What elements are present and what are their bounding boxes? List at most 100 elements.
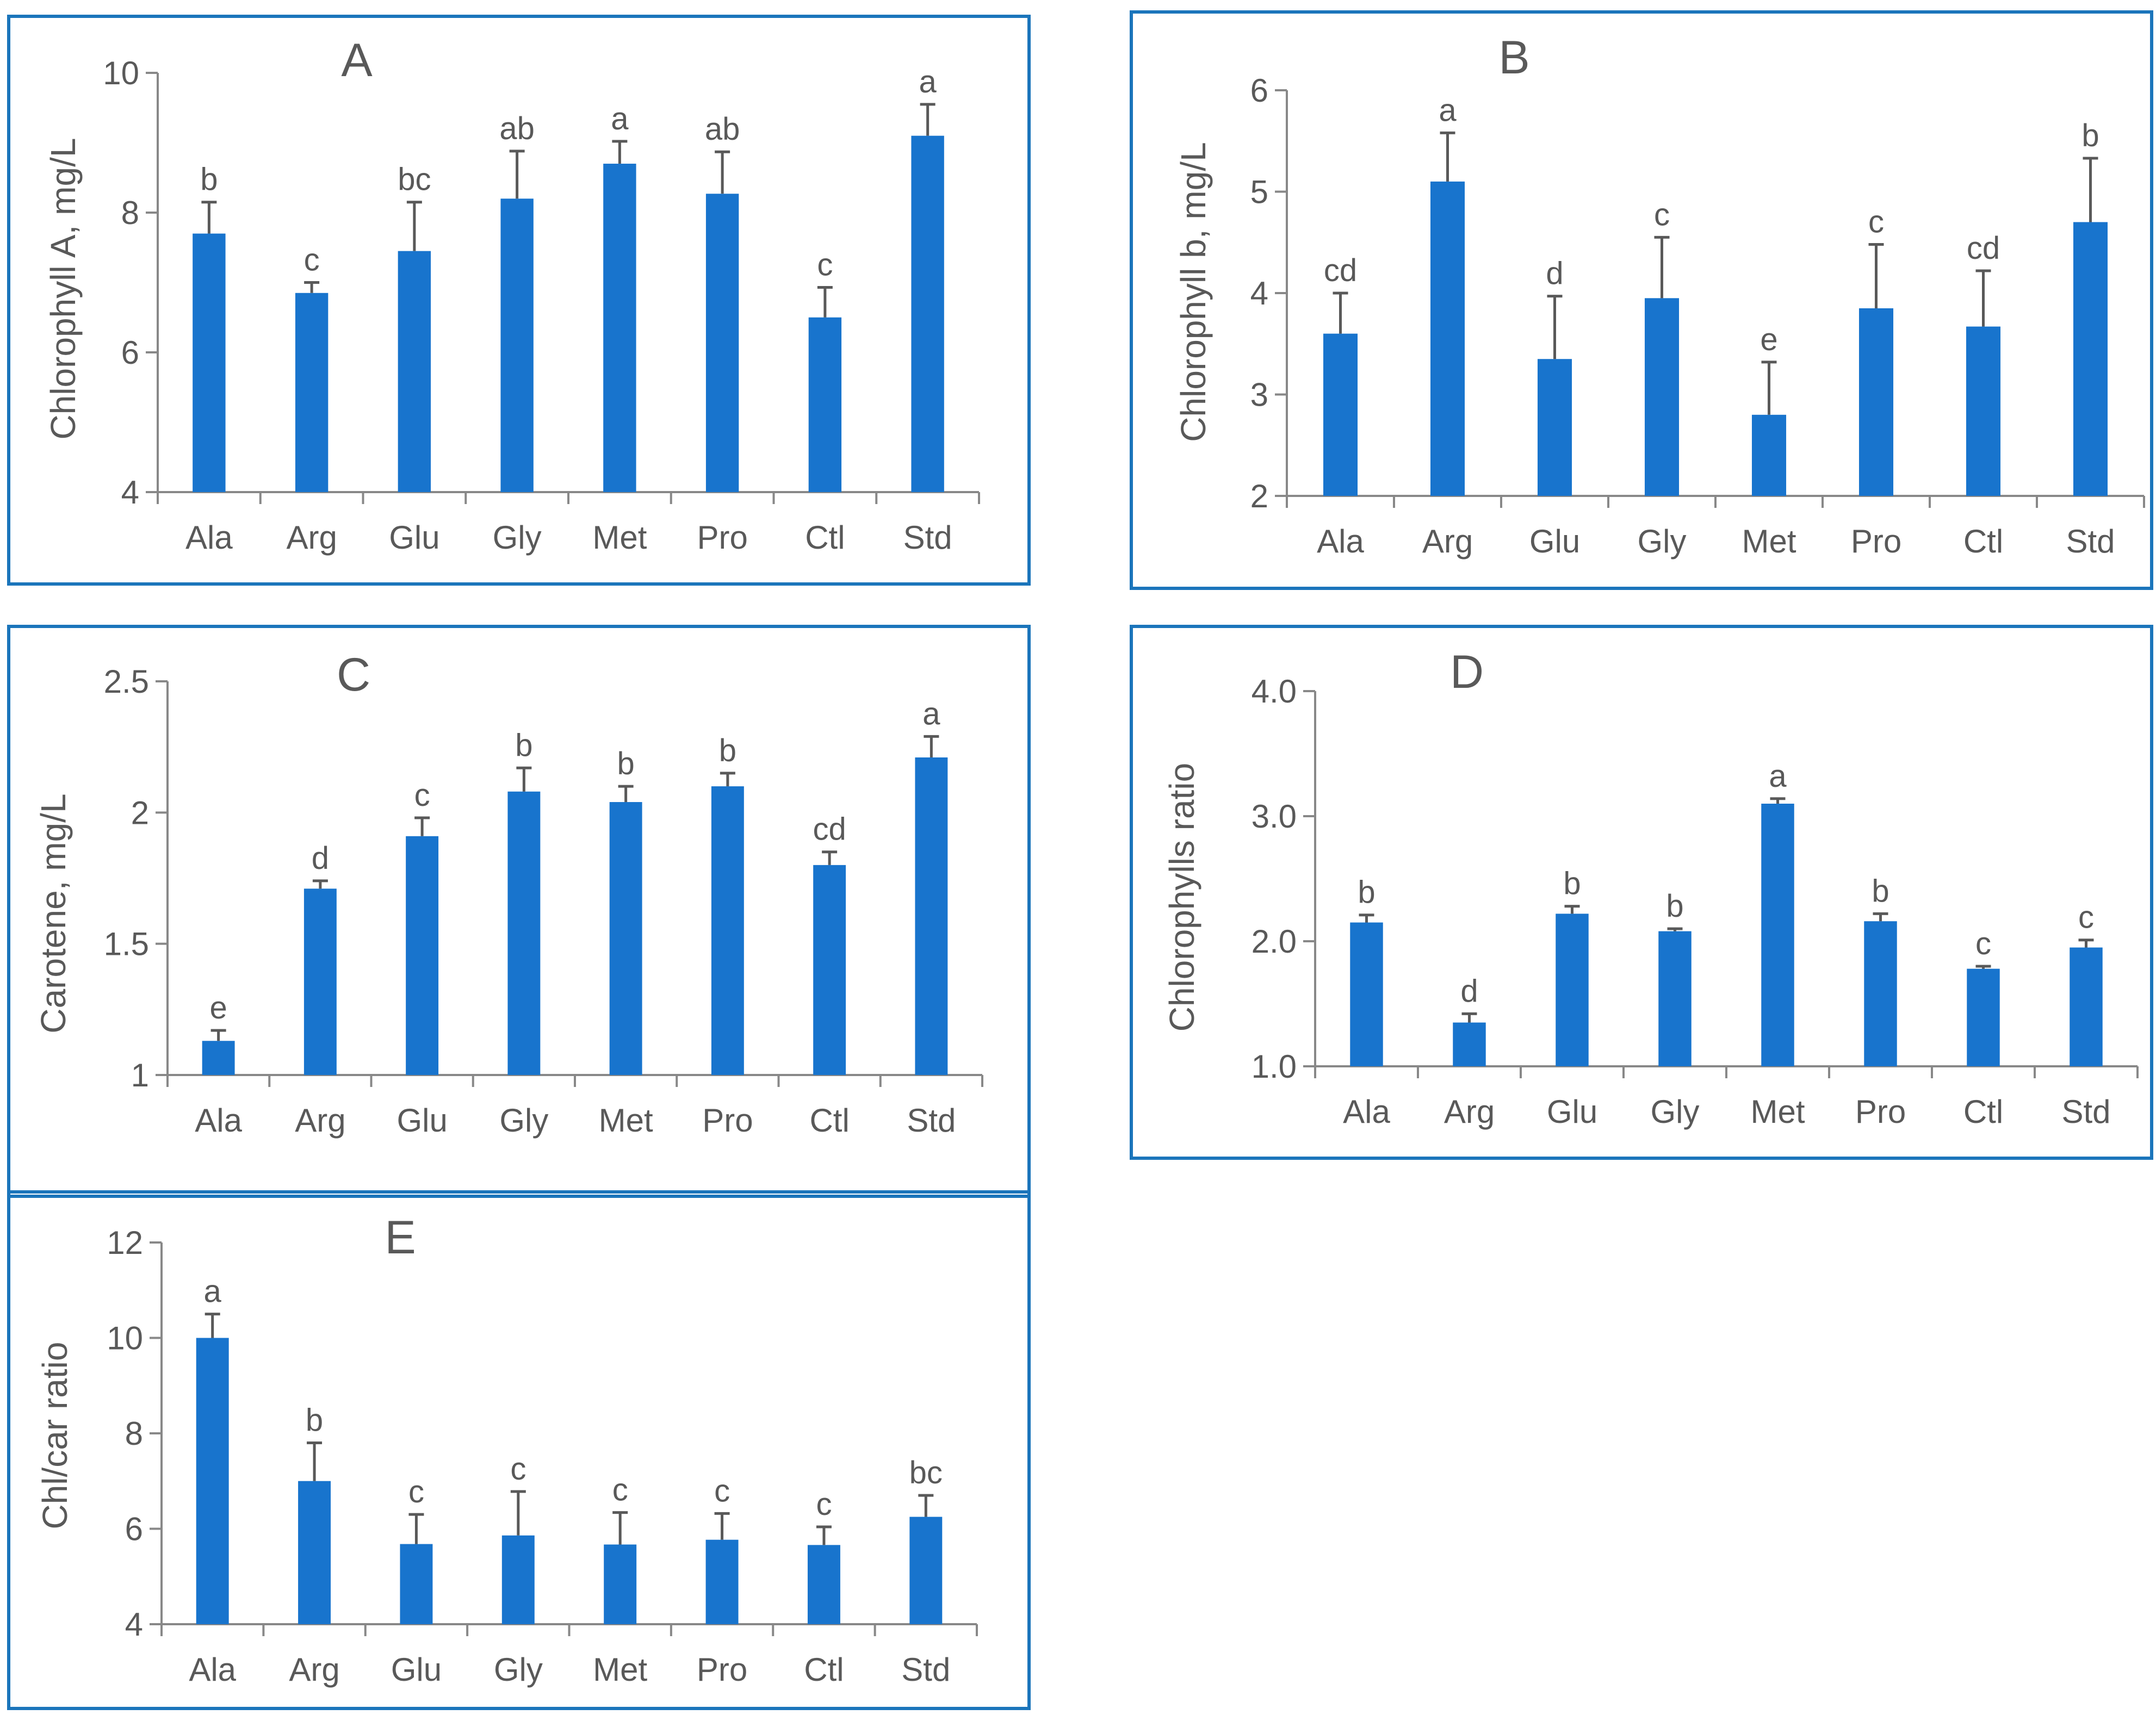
x-tick-label: Glu	[391, 1651, 442, 1688]
bar-arg	[298, 1481, 331, 1624]
x-tick-label: Ctl	[804, 1651, 844, 1688]
x-tick-label: Glu	[1547, 1093, 1597, 1130]
significance-letter: a	[1769, 759, 1787, 794]
x-tick-label: Std	[903, 519, 952, 556]
bar-std	[915, 757, 948, 1075]
y-tick-label: 6	[121, 334, 139, 371]
significance-letter: cd	[1324, 253, 1357, 288]
x-tick-label: Ctl	[1963, 1093, 2003, 1130]
y-tick-label: 10	[107, 1320, 143, 1357]
x-tick-label: Gly	[1638, 523, 1687, 560]
bar-met	[603, 164, 636, 492]
significance-letter: c	[1654, 197, 1670, 232]
significance-letter: e	[209, 990, 227, 1026]
x-tick-label: Arg	[1444, 1093, 1495, 1130]
y-tick-label: 2	[1250, 478, 1268, 514]
significance-letter: c	[1868, 204, 1884, 239]
significance-letter: c	[612, 1472, 628, 1508]
y-tick-label: 2	[131, 794, 149, 831]
panel-e: E Chl/car ratio 4 6 8 10 12 a Ala b Arg c Glu c Gly c…	[7, 1190, 1031, 1710]
panel-d-ylabel: Chlorophylls ratio	[1162, 763, 1201, 1032]
y-tick-label: 8	[121, 195, 139, 231]
significance-letter: b	[2081, 118, 2099, 153]
bar-std	[911, 135, 944, 492]
significance-letter: d	[1460, 973, 1478, 1009]
x-tick-label: Std	[901, 1651, 950, 1688]
significance-letter: c	[414, 778, 430, 813]
panel-e-ylabel: Chl/car ratio	[35, 1342, 75, 1530]
x-tick-label: Met	[593, 1651, 647, 1688]
panel-a-title: A	[341, 34, 373, 86]
bar-gly	[1658, 931, 1692, 1066]
bar-ala	[193, 233, 226, 492]
panel-a-plot: 4 6 8 10 b Ala c Arg bc Glu ab Gly a Met ab Pro c Ctl a Std	[103, 55, 980, 556]
y-tick-label: 4	[125, 1606, 143, 1643]
bar-glu	[400, 1544, 433, 1624]
significance-letter: b	[719, 733, 736, 768]
x-tick-label: Gly	[499, 1102, 548, 1139]
significance-letter: bc	[909, 1455, 943, 1490]
panel-d-plot: 1.0 2.0 3.0 4.0 b Ala d Arg b Glu b Gly a Met b Pro c Ctl…	[1252, 673, 2139, 1130]
bar-ala	[196, 1338, 229, 1624]
x-tick-label: Arg	[1422, 523, 1473, 560]
y-tick-label: 6	[1250, 72, 1268, 109]
bar-arg	[295, 293, 329, 492]
bar-glu	[406, 836, 439, 1075]
panel-c-plot: 1 1.5 2 2.5 e Ala d Arg c Glu b Gly b Met b Pro cd Ctl a St…	[104, 663, 983, 1139]
significance-letter: c	[304, 243, 320, 278]
bar-met	[604, 1544, 637, 1624]
x-tick-label: Met	[599, 1102, 653, 1139]
significance-letter: c	[1975, 926, 1991, 961]
panel-e-title: E	[385, 1211, 416, 1264]
panel-c-title: C	[337, 649, 370, 701]
bar-pro	[711, 786, 744, 1075]
y-tick-label: 1.5	[104, 926, 149, 962]
y-tick-label: 2.5	[104, 663, 149, 700]
y-tick-label: 4	[1250, 275, 1268, 312]
bar-gly	[1644, 298, 1680, 496]
panel-b: B Chlorophyll b, mg/L 2 3 4 5 6 cd Ala a Arg d Glu…	[1130, 10, 2153, 590]
bar-std	[2073, 222, 2108, 496]
y-tick-label: 5	[1250, 174, 1268, 210]
significance-letter: cd	[813, 812, 846, 847]
bar-met	[1751, 414, 1787, 496]
significance-letter: b	[515, 728, 532, 763]
bar-std	[909, 1517, 943, 1624]
panel-a-ylabel: Chlorophyll A, mg/L	[44, 138, 83, 440]
significance-letter: e	[1760, 322, 1777, 357]
x-tick-label: Met	[592, 519, 647, 556]
x-tick-label: Gly	[493, 519, 542, 556]
panel-b-frame	[1130, 10, 2153, 590]
x-tick-label: Std	[2066, 523, 2115, 560]
significance-letter: d	[312, 841, 329, 876]
y-tick-label: 10	[103, 55, 139, 91]
significance-letter: ab	[499, 111, 535, 146]
y-tick-label: 3.0	[1252, 798, 1297, 835]
bar-met	[609, 802, 642, 1075]
bar-arg	[303, 888, 337, 1075]
panel-a: A Chlorophyll A, mg/L 4 6 8 10 b Ala c Arg bc Glu…	[7, 15, 1031, 586]
significance-letter: b	[200, 162, 218, 197]
panel-b-plot: 2 3 4 5 6 cd Ala a Arg d Glu c Gly e Met c Pro cd Ctl b Std	[1250, 72, 2145, 560]
panel-b-ylabel: Chlorophyll b, mg/L	[1174, 142, 1213, 442]
panel-c-ylabel: Carotene, mg/L	[34, 793, 73, 1033]
x-tick-label: Pro	[697, 1651, 747, 1688]
panel-e-plot: 4 6 8 10 12 a Ala b Arg c Glu c Gly c Met c Pro c Ctl bc Std	[107, 1225, 978, 1688]
significance-letter: a	[1439, 92, 1457, 128]
significance-letter: b	[306, 1403, 323, 1438]
panel-a-frame	[7, 15, 1031, 586]
x-tick-label: Ctl	[805, 519, 845, 556]
significance-letter: d	[1546, 256, 1563, 291]
bar-arg	[1453, 1022, 1486, 1066]
x-tick-label: Pro	[702, 1102, 753, 1139]
bar-gly	[501, 1535, 535, 1624]
y-tick-label: 3	[1250, 377, 1268, 413]
y-tick-label: 2.0	[1252, 923, 1297, 960]
x-tick-label: Ala	[189, 1651, 236, 1688]
bar-met	[1761, 804, 1794, 1066]
panel-c: C Carotene, mg/L 1 1.5 2 2.5 e Ala d Arg c Glu b Gl…	[7, 625, 1031, 1198]
significance-letter: c	[816, 1487, 832, 1522]
y-tick-label: 12	[107, 1225, 143, 1261]
x-tick-label: Glu	[389, 519, 439, 556]
